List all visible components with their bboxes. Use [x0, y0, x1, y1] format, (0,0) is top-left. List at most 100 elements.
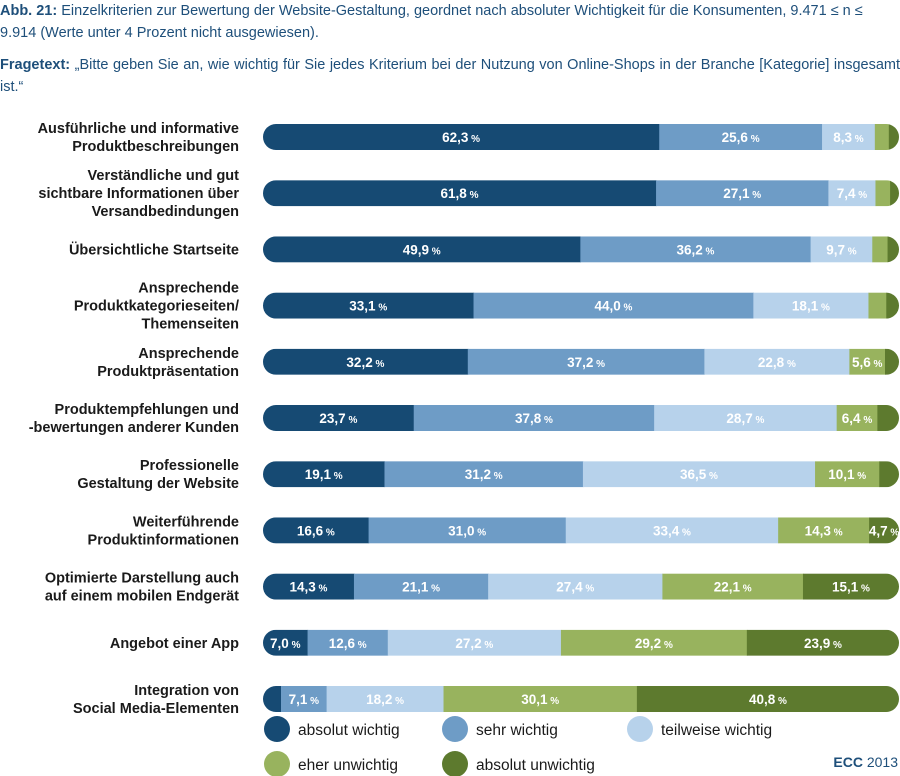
bar-segment-eher-unwichtig [872, 236, 889, 263]
bar-row [263, 405, 899, 431]
data-label: 31,2 % [465, 467, 503, 482]
data-label: 19,1 % [305, 467, 343, 482]
bar-segment-eher-unwichtig [868, 292, 887, 319]
bar-segment-eher-unwichtig [874, 124, 890, 150]
bar-segment-absolut-wichtig [263, 405, 415, 431]
bar-row [263, 461, 899, 488]
data-label: 16,6 % [297, 523, 335, 538]
bar-segment-absolut-unwichtig [802, 573, 899, 600]
bar-segment-absolut-wichtig [263, 180, 657, 207]
data-label: 37,8 % [515, 411, 553, 426]
category-label-line: Angebot einer App [110, 636, 239, 652]
data-label: 27,4 % [556, 580, 594, 595]
bar-segment-eher-unwichtig [662, 573, 804, 600]
bar-segment-sehr-wichtig [467, 348, 705, 375]
data-label: 27,1 % [723, 186, 761, 201]
bar-row [263, 686, 899, 712]
category-label-line: Social Media-Elementen [73, 701, 239, 717]
bar-segment-absolut-wichtig [263, 236, 581, 263]
bar-segment-absolut-wichtig [263, 573, 355, 600]
category-label: Optimierte Darstellung auch auf einem mob… [45, 571, 239, 605]
bar-segment-sehr-wichtig [353, 573, 489, 600]
category-label-line: sichtbare Informationen über [38, 186, 239, 202]
bar-segment-teilweise-wichtig [704, 348, 850, 375]
bar-row [263, 348, 899, 375]
data-label: 18,2 % [366, 692, 404, 707]
data-label: 7,1 % [289, 692, 320, 707]
bar-segment-teilweise-wichtig [753, 292, 870, 319]
data-label: 33,1 % [349, 299, 387, 314]
bar-segment-absolut-wichtig [263, 348, 469, 375]
legend-swatch [264, 716, 290, 742]
data-label: 40,8 % [749, 692, 787, 707]
data-label: 62,3 % [442, 130, 480, 145]
question-text: „Bitte geben Sie an, wie wichtig für Sie… [0, 57, 900, 95]
legend-label: sehr wichtig [476, 722, 558, 739]
bar-segment-sehr-wichtig [307, 629, 389, 656]
source-year: 2013 [866, 754, 898, 770]
data-label: 22,1 % [714, 580, 752, 595]
category-label-line: Ansprechende [138, 346, 239, 362]
legend-label: absolut wichtig [298, 722, 400, 739]
bar-segment-eher-unwichtig [443, 686, 638, 712]
bar-segment-teilweise-wichtig [582, 461, 816, 488]
legend-swatch [442, 716, 468, 742]
bar-segment-teilweise-wichtig [488, 573, 663, 600]
bar-segment-absolut-wichtig [263, 292, 475, 319]
bar-segment-eher-unwichtig [560, 629, 748, 656]
bar-row [263, 629, 899, 656]
category-label-line: Ansprechende [138, 281, 239, 297]
category-label-line: auf einem mobilen Endgerät [45, 589, 239, 605]
bar-row [263, 517, 899, 544]
legend-label: eher unwichtig [298, 757, 398, 774]
data-label: 36,5 % [680, 467, 718, 482]
category-label-line: Professionelle [140, 458, 239, 474]
data-label: 18,1 % [792, 299, 830, 314]
data-label: 10,1 % [828, 467, 866, 482]
bar-segment-teilweise-wichtig [810, 236, 873, 263]
bar-segment-teilweise-wichtig [565, 517, 779, 544]
category-label: Übersichtliche Startseite [69, 241, 239, 258]
category-label-line: Versandbedindungen [92, 204, 239, 220]
category-label-line: Themenseiten [142, 317, 240, 333]
bar-row [263, 236, 899, 263]
data-label: 27,2 % [455, 636, 493, 651]
data-label: 7,4 % [837, 186, 868, 201]
category-label: Ansprechende Produktpräsentation [97, 346, 239, 380]
category-label: Professionelle Gestaltung der Website [77, 458, 239, 492]
category-label-line: Ausführliche und informative [38, 121, 239, 137]
data-label: 23,7 % [319, 411, 357, 426]
bar-segment-absolut-unwichtig [636, 686, 899, 712]
bar-segment-eher-unwichtig [875, 180, 891, 207]
category-label: Verständliche und gut sichtbare Informati… [38, 168, 239, 220]
data-label: 15,1 % [832, 580, 870, 595]
bar-segment-sehr-wichtig [280, 686, 328, 712]
category-label-line: Produktkategorieseiten/ [74, 299, 239, 315]
data-label: 36,2 % [677, 242, 715, 257]
legend-swatch [627, 716, 653, 742]
category-label: Integration von Social Media-Elementen [73, 683, 239, 717]
data-label: 25,6 % [722, 130, 760, 145]
caption-text: Einzelkriterien zur Bewertung der Websit… [0, 3, 863, 41]
legend-swatch [264, 751, 290, 776]
data-label: 8,3 % [833, 130, 864, 145]
legend-label: teilweise wichtig [661, 722, 772, 739]
bar-segment-eher-unwichtig [849, 348, 886, 375]
category-label: Angebot einer App [110, 636, 239, 652]
bar-segment-absolut-unwichtig [869, 517, 899, 544]
data-label: 30,1 % [521, 692, 559, 707]
bar-row [263, 292, 899, 319]
bar-row [263, 124, 899, 150]
data-label: 21,1 % [402, 580, 440, 595]
data-label: 33,4 % [653, 523, 691, 538]
category-label: Ansprechende Produktkategorieseiten/Theme… [74, 281, 239, 333]
bar-segment-absolut-unwichtig [885, 348, 899, 375]
bar-segment-absolut-unwichtig [887, 236, 899, 263]
category-label: Ausführliche und informative Produktbesch… [38, 121, 239, 155]
category-label-line: Verständliche und gut [88, 168, 240, 184]
category-label-line: -bewertungen anderer Kunden [29, 420, 239, 436]
category-label-line: Weiterführende [133, 514, 239, 530]
legend-label: absolut unwichtig [476, 757, 595, 774]
bar-segment-absolut-wichtig [263, 461, 386, 488]
